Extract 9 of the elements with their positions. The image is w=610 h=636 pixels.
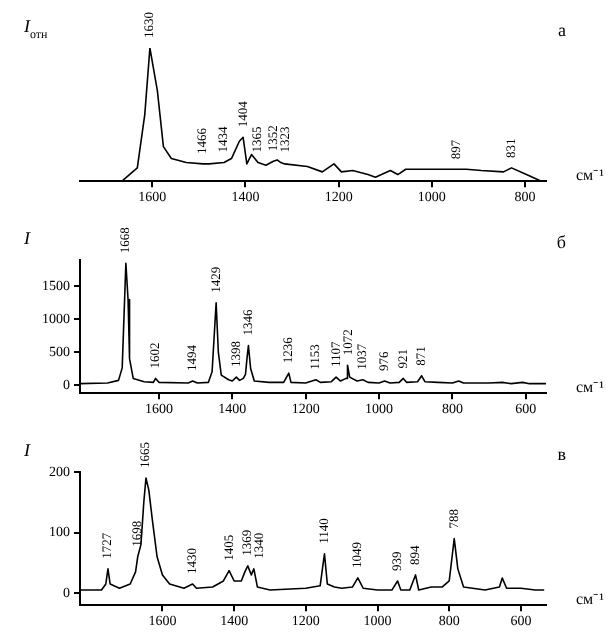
y-axis-title: I (24, 228, 30, 248)
text: а (558, 20, 566, 40)
x-axis-title: см⁻¹ (575, 164, 604, 184)
x-axis-title: см⁻¹ (575, 376, 604, 396)
text: б (556, 232, 566, 252)
x-axis-title: см⁻¹ (575, 588, 604, 608)
y-axis-title: I (24, 440, 30, 460)
text: в (557, 444, 566, 464)
y-axis-title: I$_{отн}$ (24, 16, 48, 42)
